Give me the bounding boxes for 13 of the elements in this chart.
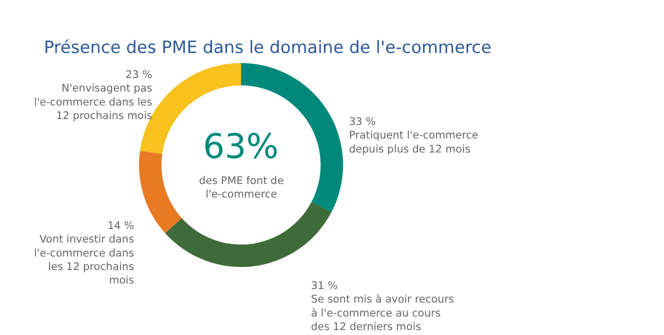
slice-label: Pratiquent l'e-commerce depuis plus de 12 mois — [349, 130, 478, 156]
donut-slice — [165, 202, 332, 267]
text: des PME font de l'e-commerce — [199, 175, 284, 201]
slice-label: Se sont mis à avoir recours à l'e-commerce au cours des 12 derniers mois — [311, 294, 454, 333]
slice-label: N'envisagent pas l'e-commerce dans les 12 prochains mois — [34, 82, 152, 122]
text: 63% — [203, 127, 279, 167]
data-label: 31 % — [311, 280, 338, 292]
slice-label: Vont investir dans l'e-commerce dans les 12 prochains mois — [34, 234, 134, 287]
donut-slice — [139, 150, 182, 234]
chart-title: Présence des PME dans le domaine de l'e-commerce — [44, 38, 492, 58]
data-label: 23 % — [126, 69, 152, 81]
data-label: 14 % — [107, 220, 134, 232]
data-label: 33 % — [349, 116, 376, 128]
